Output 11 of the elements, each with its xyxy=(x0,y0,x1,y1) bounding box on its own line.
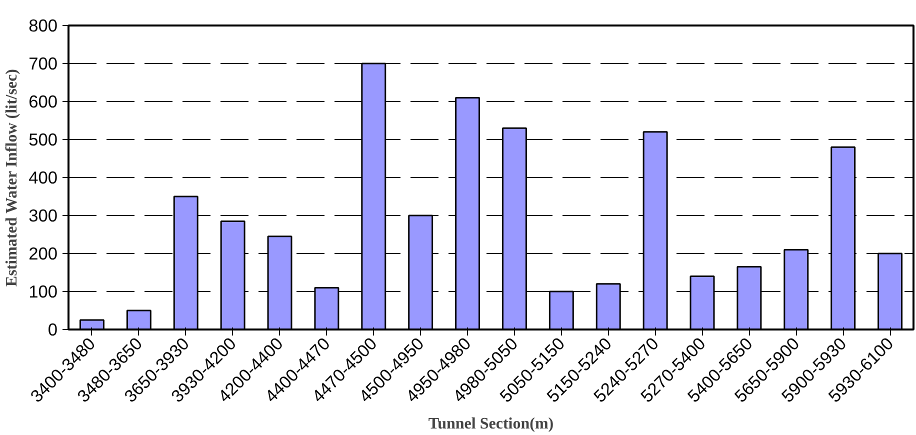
x-axis-title: Tunnel Section(m) xyxy=(428,416,554,433)
y-tick-label: 400 xyxy=(28,168,58,188)
y-tick-label: 300 xyxy=(28,206,58,226)
y-tick-label: 100 xyxy=(28,282,58,302)
y-tick-label: 0 xyxy=(48,320,58,340)
y-axis-title: Estimated Water Inflow (lit/sec) xyxy=(4,68,21,287)
y-tick-label: 800 xyxy=(28,16,58,36)
y-tick-label: 600 xyxy=(28,92,58,112)
y-tick-label: 200 xyxy=(28,244,58,264)
y-tick-label: 700 xyxy=(28,54,58,74)
y-tick-label: 500 xyxy=(28,130,58,150)
